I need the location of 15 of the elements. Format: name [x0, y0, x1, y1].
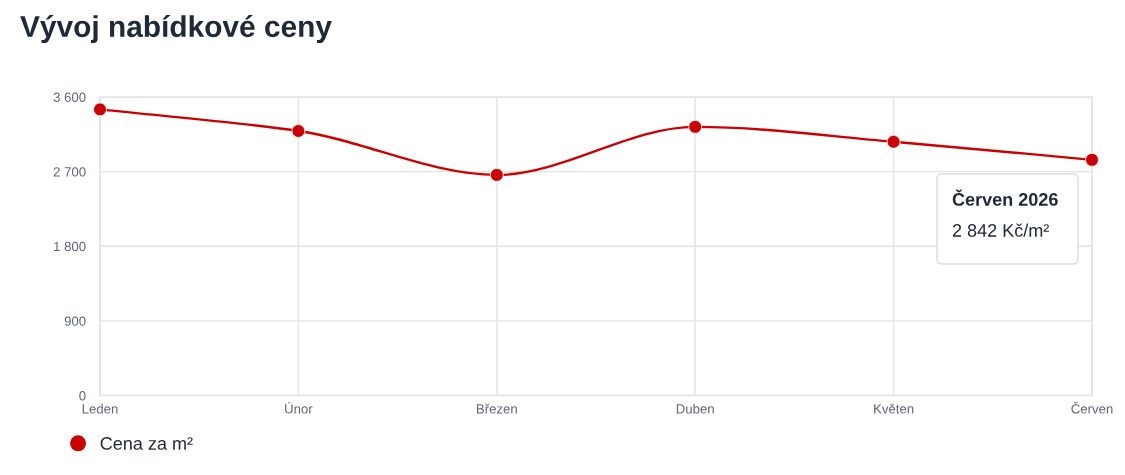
annotation: 2 842 Kč/m² — [952, 223, 1049, 237]
x-tick-label: Duben — [676, 403, 714, 414]
y-tick-label: 2 700 — [53, 167, 86, 177]
x-tick-label: Únor — [285, 401, 313, 414]
chart-title: Vývoj nabídkové ceny — [20, 14, 332, 44]
x-tick-label: Červen — [1071, 401, 1113, 414]
legend-label: Cena za m² — [100, 437, 193, 450]
x-tick-label: Leden — [82, 403, 118, 414]
x-tick-label: Březen — [476, 403, 517, 414]
y-tick-label: 1 800 — [54, 241, 86, 252]
annotation: Červen 2026 — [952, 189, 1058, 206]
y-tick-label: 3 600 — [53, 92, 86, 102]
y-tick-label: 0 — [79, 391, 86, 401]
x-tick-label: Květen — [874, 403, 914, 414]
y-tick-label: 900 — [64, 316, 86, 326]
